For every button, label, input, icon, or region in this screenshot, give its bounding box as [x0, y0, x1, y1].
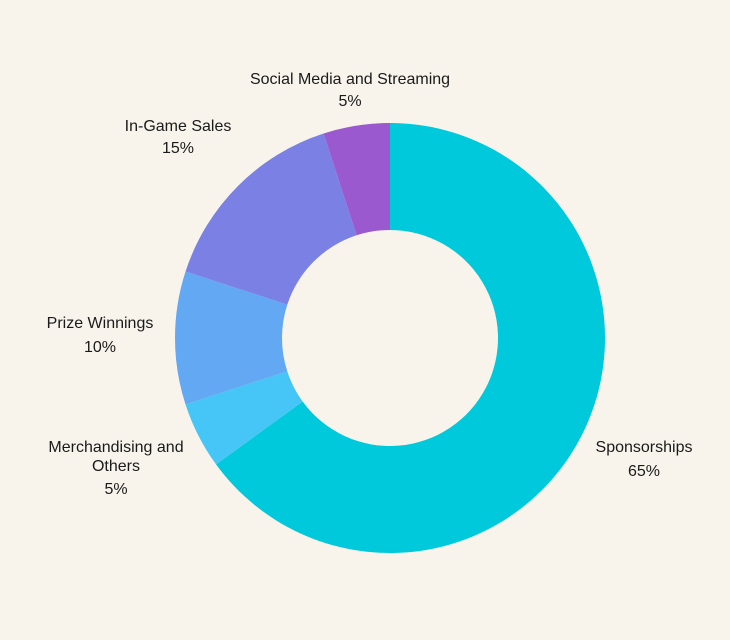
slice-value: 5%: [338, 93, 361, 110]
slice-labels: Sponsorships 65% Merchandising and Others 5%…: [47, 71, 693, 498]
slice-sponsorships: [216, 123, 605, 554]
slice-value: 10%: [84, 339, 116, 356]
slice-in-game-sales: [185, 133, 357, 305]
slice-prize-winnings: [175, 271, 288, 405]
slice-value: 5%: [104, 481, 127, 498]
slice-name: Merchandising and: [48, 439, 183, 456]
slice-name: Prize Winnings: [47, 315, 154, 332]
slice-value: 15%: [162, 140, 194, 157]
slice-label-prize-winnings: Prize Winnings 10%: [47, 315, 154, 356]
slice-merchandising-and-others: [185, 371, 303, 465]
slice-name: Others: [92, 458, 140, 475]
slice-name: Sponsorships: [596, 439, 693, 456]
slice-label-social-media-and-streaming: Social Media and Streaming 5%: [250, 71, 450, 110]
slice-name: Social Media and Streaming: [250, 71, 450, 88]
slice-label-sponsorships: Sponsorships 65%: [596, 439, 693, 480]
slice-social-media-and-streaming: [323, 123, 390, 236]
slice-label-merchandising-and-others: Merchandising and Others 5%: [48, 439, 183, 498]
slice-value: 65%: [628, 463, 660, 480]
donut-slices: [175, 123, 605, 554]
slice-label-in-game-sales: In-Game Sales 15%: [125, 118, 232, 157]
slice-name: In-Game Sales: [125, 118, 232, 135]
